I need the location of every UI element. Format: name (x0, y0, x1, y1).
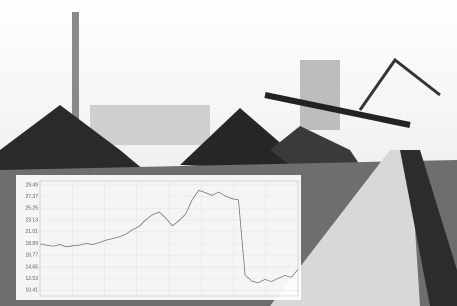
photo: 10.41 12.53 14.65 16.77 18.89 21.01 23.13 25.25… (0, 0, 457, 306)
y-tick-label: 10.41 (25, 288, 38, 294)
y-tick-label: 25.25 (25, 206, 38, 212)
building (300, 60, 340, 130)
y-tick-label: 23.13 (25, 217, 38, 223)
chart-panel (16, 175, 301, 300)
y-tick-label: 12.53 (25, 276, 38, 282)
y-tick-label: 21.01 (25, 229, 38, 235)
y-tick-label: 29.49 (25, 182, 38, 188)
building (90, 105, 210, 145)
y-tick-label: 27.37 (25, 194, 38, 200)
y-tick-label: 14.65 (25, 264, 38, 270)
y-tick-label: 18.89 (25, 241, 38, 247)
chimney (72, 12, 79, 130)
y-tick-label: 16.77 (25, 253, 38, 259)
